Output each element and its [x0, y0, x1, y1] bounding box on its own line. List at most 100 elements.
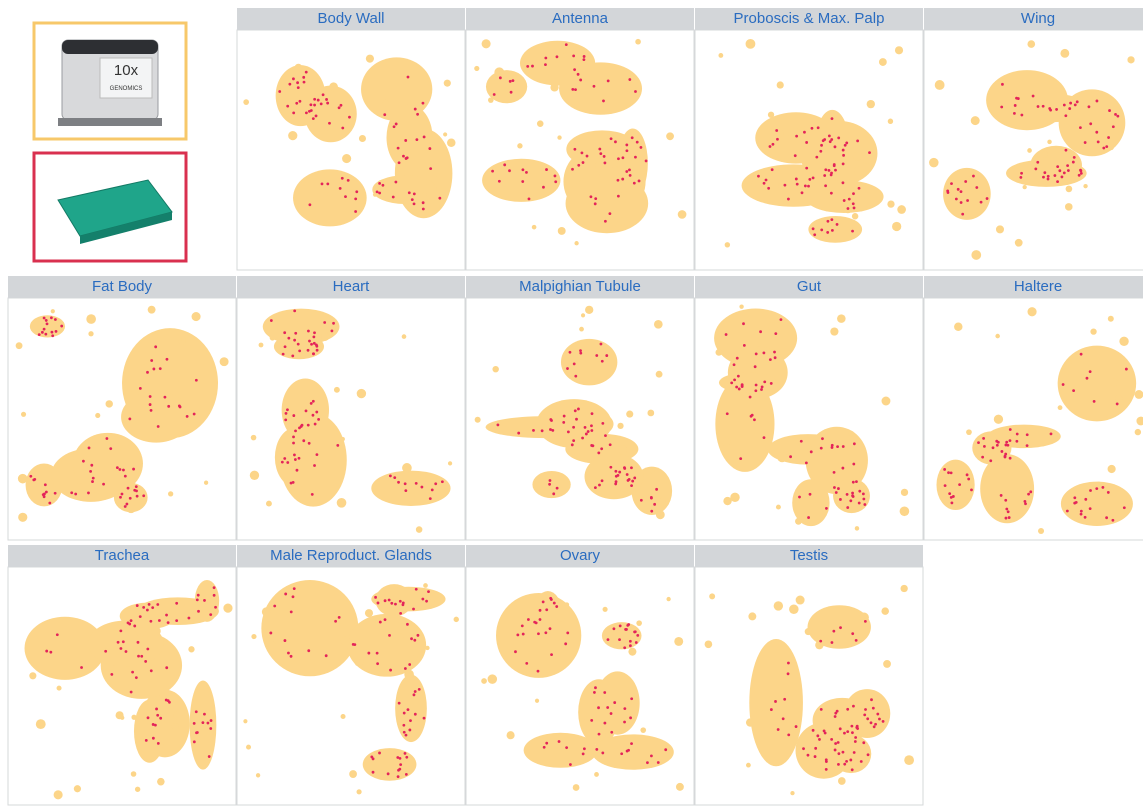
marked-cell [564, 43, 568, 47]
marked-cell [759, 330, 762, 334]
marked-cell [871, 706, 875, 710]
marked-cell [326, 182, 330, 186]
marked-cell [212, 586, 216, 590]
marked-cell [571, 167, 574, 171]
marked-cell [834, 168, 837, 172]
cell [432, 477, 437, 482]
marked-cell [1000, 450, 1004, 453]
marked-cell [408, 728, 412, 732]
marked-cell [725, 412, 729, 416]
panel: Fat Body [7, 276, 237, 541]
marked-cell [82, 459, 85, 463]
marked-cell [399, 611, 403, 615]
marked-cell [421, 101, 425, 105]
marked-cell [192, 721, 196, 725]
cell [517, 143, 523, 149]
marked-cell [42, 495, 46, 499]
marked-cell [1087, 105, 1091, 109]
marked-cell [628, 644, 632, 648]
marked-cell [768, 145, 772, 148]
marked-cell [787, 733, 791, 737]
marked-cell [845, 492, 849, 496]
marked-cell [851, 491, 854, 495]
marked-cell [1084, 497, 1088, 501]
marked-cell [209, 719, 213, 722]
cell [333, 386, 340, 393]
cell-cluster [362, 748, 417, 781]
cell-cluster [1060, 481, 1133, 526]
cell [995, 225, 1004, 234]
marked-cell [37, 333, 41, 336]
marked-cell [954, 197, 958, 201]
cell [534, 698, 540, 703]
cell [848, 430, 854, 437]
marked-cell [951, 495, 955, 498]
marked-cell [805, 141, 809, 144]
marked-cell [775, 129, 779, 132]
marked-cell [989, 459, 993, 463]
cell-cluster [718, 372, 778, 393]
marked-cell [572, 439, 576, 443]
marked-cell [577, 163, 581, 167]
marked-cell [119, 629, 123, 633]
marked-cell [548, 482, 551, 486]
marked-cell [337, 106, 341, 110]
marked-cell [617, 157, 620, 161]
marked-cell [762, 181, 766, 185]
marked-cell [819, 149, 823, 153]
marked-cell [863, 619, 867, 623]
marked-cell [597, 451, 601, 455]
marked-cell [774, 700, 777, 703]
marked-cell [545, 741, 549, 745]
cell [1090, 328, 1097, 335]
marked-cell [581, 436, 584, 440]
marked-cell [1096, 140, 1100, 144]
cell-cluster [523, 732, 598, 768]
cell [636, 620, 642, 626]
panel-title: Antenna [552, 10, 609, 27]
marked-cell [273, 604, 277, 608]
cell-cluster [485, 70, 528, 104]
cell [1110, 378, 1118, 387]
cell [1027, 307, 1037, 317]
marked-cell [309, 109, 313, 112]
cell [934, 80, 945, 90]
cell [1038, 527, 1045, 535]
marked-cell [644, 159, 648, 163]
marked-cell [142, 606, 146, 609]
marked-cell [406, 75, 410, 79]
cell [105, 400, 113, 408]
marked-cell [754, 389, 758, 393]
marked-cell [70, 491, 74, 495]
marked-cell [614, 474, 618, 478]
marked-cell [89, 469, 93, 473]
cell [778, 182, 784, 189]
marked-cell [427, 590, 430, 594]
marked-cell [614, 140, 617, 144]
panel-title: Male Reproduct. Glands [270, 547, 432, 564]
cell [629, 475, 639, 485]
marked-cell [549, 596, 553, 600]
marked-cell [816, 126, 820, 130]
marked-cell [565, 746, 569, 750]
marked-cell [839, 626, 842, 630]
marked-cell [45, 322, 49, 326]
cell [635, 38, 641, 45]
marked-cell [575, 417, 578, 421]
cell [531, 224, 537, 230]
marked-cell [537, 632, 540, 636]
marked-cell [864, 708, 867, 711]
marked-cell [862, 741, 866, 745]
cell [308, 118, 316, 126]
marked-cell [283, 345, 287, 349]
marked-cell [302, 439, 306, 443]
marked-cell [562, 414, 566, 418]
marked-cell [152, 367, 156, 371]
marked-cell [843, 762, 847, 766]
marked-cell [664, 748, 668, 752]
marked-cell [1008, 456, 1012, 460]
marked-cell [544, 56, 548, 60]
marked-cell [405, 156, 409, 160]
cell [881, 396, 891, 406]
